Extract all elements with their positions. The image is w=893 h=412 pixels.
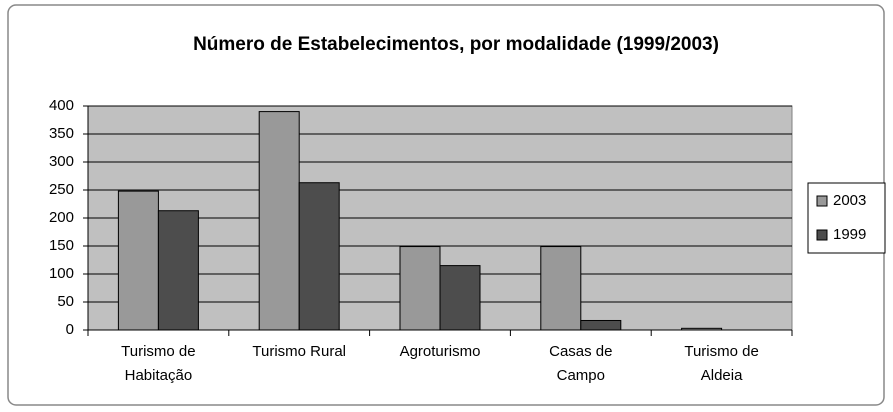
bar [540, 246, 582, 331]
bar [117, 190, 159, 331]
y-tick-label: 400 [49, 97, 74, 114]
y-tick-label: 0 [66, 321, 74, 338]
bar [399, 246, 441, 331]
legend-label: 1999 [833, 226, 866, 243]
legend-swatch [816, 195, 828, 207]
x-tick-label: Turismo de Aldeia [684, 343, 758, 384]
bar [439, 265, 481, 331]
y-tick-label: 150 [49, 237, 74, 254]
bar [298, 182, 340, 331]
x-tick-label: Turismo de Habitação [121, 343, 195, 384]
legend-label: 2003 [833, 192, 866, 209]
y-tick-label: 200 [49, 209, 74, 226]
bar [157, 210, 199, 331]
x-tick-label: Casas de Campo [549, 343, 612, 384]
y-tick-label: 50 [57, 293, 74, 310]
legend-swatch [816, 229, 828, 241]
bar [258, 111, 300, 331]
x-tick-label: Agroturismo [400, 343, 481, 360]
y-tick-label: 100 [49, 265, 74, 282]
x-tick-label: Turismo Rural [252, 343, 346, 360]
legend [807, 182, 886, 254]
chart-title: Número de Estabelecimentos, por modalida… [193, 34, 719, 55]
bar [580, 319, 622, 331]
y-tick-label: 350 [49, 125, 74, 142]
y-tick-label: 250 [49, 181, 74, 198]
y-tick-label: 300 [49, 153, 74, 170]
